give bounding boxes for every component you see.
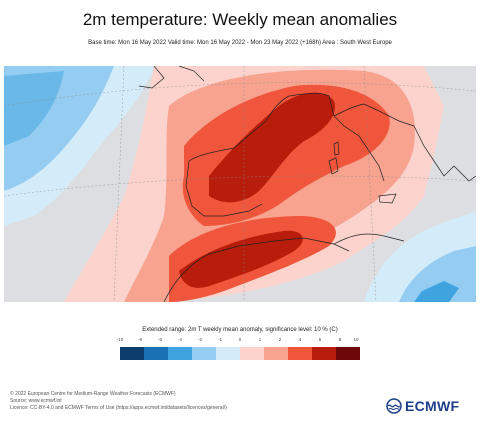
colorbar-swatch-0 bbox=[120, 347, 144, 360]
coastline-iberia bbox=[185, 95, 290, 217]
colorbar-swatch-7 bbox=[288, 347, 312, 360]
colorbar-swatch-6 bbox=[264, 347, 288, 360]
legend-tick: 2 bbox=[278, 337, 282, 342]
graticule-lines bbox=[4, 66, 476, 302]
atlantic-cold-core bbox=[4, 71, 64, 146]
island-sicily bbox=[378, 193, 397, 204]
island-sardinia bbox=[328, 157, 339, 175]
legend-tick: 0 bbox=[238, 337, 242, 342]
ecmwf-logo-text: ECMWF bbox=[405, 398, 460, 414]
colorbar-swatch-3 bbox=[192, 347, 216, 360]
east-med-cold-core bbox=[414, 281, 459, 302]
colorbar-swatch-8 bbox=[312, 347, 336, 360]
ecmwf-logo-icon bbox=[386, 398, 402, 414]
legend-tick: -10 bbox=[116, 337, 124, 342]
legend-title: Extended range: 2m T weekly mean anomaly… bbox=[142, 327, 338, 333]
colorbar-swatch-2 bbox=[168, 347, 192, 360]
island-corsica bbox=[333, 141, 340, 156]
coastline-balkans bbox=[413, 125, 476, 182]
legend-tick: -8 bbox=[137, 337, 143, 342]
colorbar-swatch-1 bbox=[144, 347, 168, 360]
colorbar-swatch-5 bbox=[240, 347, 264, 360]
coastline-uk bbox=[138, 66, 205, 89]
legend-tick: 6 bbox=[318, 337, 322, 342]
hot-core-africa bbox=[179, 230, 303, 288]
chart-title: 2m temperature: Weekly mean anomalies bbox=[82, 10, 398, 29]
coastline-france-italy bbox=[288, 92, 415, 182]
legend-colorbar bbox=[120, 347, 360, 360]
legend-tick: 10 bbox=[353, 337, 359, 342]
legend-tick: 8 bbox=[338, 337, 342, 342]
hot-core-iberia bbox=[209, 92, 335, 203]
legend-tick: 1 bbox=[258, 337, 262, 342]
legend-tick: -2 bbox=[197, 337, 203, 342]
legend-ticks: -10 -8 -6 -4 -2 -1 0 1 2 4 6 8 10 bbox=[116, 337, 359, 345]
legend-tick: 4 bbox=[298, 337, 302, 342]
ecmwf-logo: ECMWF bbox=[386, 398, 466, 414]
anomaly-map bbox=[4, 66, 476, 302]
colorbar-swatch-4 bbox=[216, 347, 240, 360]
legend-tick: -6 bbox=[157, 337, 163, 342]
colorbar-swatch-9 bbox=[336, 347, 360, 360]
legend-tick: -4 bbox=[177, 337, 183, 342]
chart-subtitle: Base time: Mon 16 May 2022 Valid time: M… bbox=[88, 40, 392, 46]
footer-source: Source: www.ecmwf.int bbox=[10, 398, 62, 404]
coastline-africa bbox=[163, 233, 405, 302]
footer-licence: Licence: CC-BY-4.0 and ECMWF Terms of Us… bbox=[10, 405, 227, 411]
legend-tick: -1 bbox=[217, 337, 223, 342]
footer-copyright: © 2022 European Centre for Medium-Range … bbox=[10, 391, 176, 397]
